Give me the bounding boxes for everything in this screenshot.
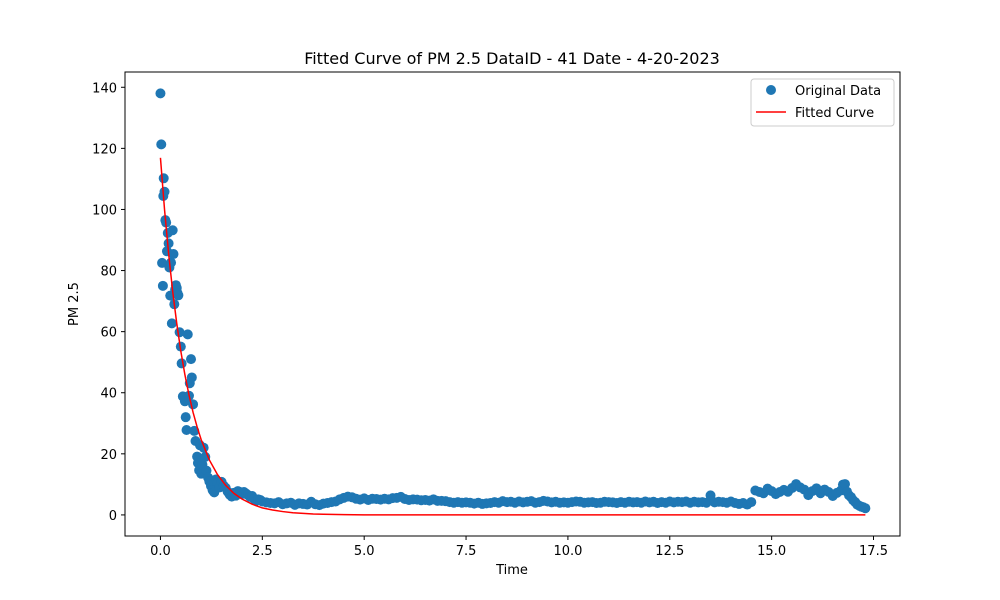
x-tick-label: 12.5 (655, 544, 684, 559)
x-tick-label: 10.0 (553, 544, 582, 559)
axes-frame (124, 71, 901, 537)
x-tick-label: 0.0 (150, 544, 171, 559)
data-point (181, 425, 192, 436)
plot-area (155, 88, 871, 516)
chart-title: Fitted Curve of PM 2.5 DataID - 41 Date … (304, 49, 720, 68)
data-point (158, 173, 169, 184)
data-point (173, 290, 184, 301)
y-tick-label: 140 (92, 81, 117, 96)
data-point (746, 497, 757, 508)
legend-label-fitted-curve: Fitted Curve (795, 106, 874, 121)
data-point (176, 358, 187, 369)
x-tick-label: 17.5 (859, 544, 888, 559)
x-tick-label: 15.0 (757, 544, 786, 559)
legend-box (750, 78, 895, 127)
y-tick-label: 80 (100, 265, 117, 280)
y-axis-ticks: 0 20 40 60 80 100 120 140 (92, 81, 125, 524)
data-point (166, 257, 177, 268)
data-point (860, 503, 871, 514)
data-point (167, 225, 178, 236)
y-axis-label: PM 2.5 (67, 282, 82, 326)
x-tick-label: 5.0 (354, 544, 375, 559)
x-axis-ticks: 0.0 2.5 5.0 7.5 10.0 12.5 15.0 17.5 (150, 536, 888, 559)
y-tick-label: 20 (100, 448, 117, 463)
data-point (156, 139, 167, 150)
data-point (180, 412, 191, 423)
legend-marker-original-data (766, 85, 776, 95)
data-point (186, 354, 197, 365)
data-point (163, 238, 174, 249)
data-point (189, 425, 200, 436)
data-point (157, 257, 168, 268)
x-axis-label: Time (495, 563, 528, 578)
scatter-series-original-data (155, 88, 871, 514)
x-tick-label: 2.5 (252, 544, 273, 559)
data-point (155, 88, 166, 99)
data-point (182, 329, 193, 340)
y-tick-label: 40 (100, 387, 117, 402)
data-point (701, 497, 712, 508)
legend-label-original-data: Original Data (795, 84, 881, 99)
y-tick-label: 120 (92, 142, 117, 157)
data-point (168, 249, 179, 260)
data-point (157, 280, 168, 291)
y-tick-label: 0 (109, 509, 117, 524)
legend: Original Data Fitted Curve (750, 78, 895, 127)
data-point (186, 372, 197, 383)
y-tick-label: 60 (100, 326, 117, 341)
x-tick-label: 7.5 (456, 544, 477, 559)
data-point (166, 318, 177, 329)
y-tick-label: 100 (92, 203, 117, 218)
fitted-curve-line (159, 157, 866, 516)
data-point (159, 186, 170, 197)
data-point (839, 479, 850, 490)
data-point (188, 399, 199, 410)
